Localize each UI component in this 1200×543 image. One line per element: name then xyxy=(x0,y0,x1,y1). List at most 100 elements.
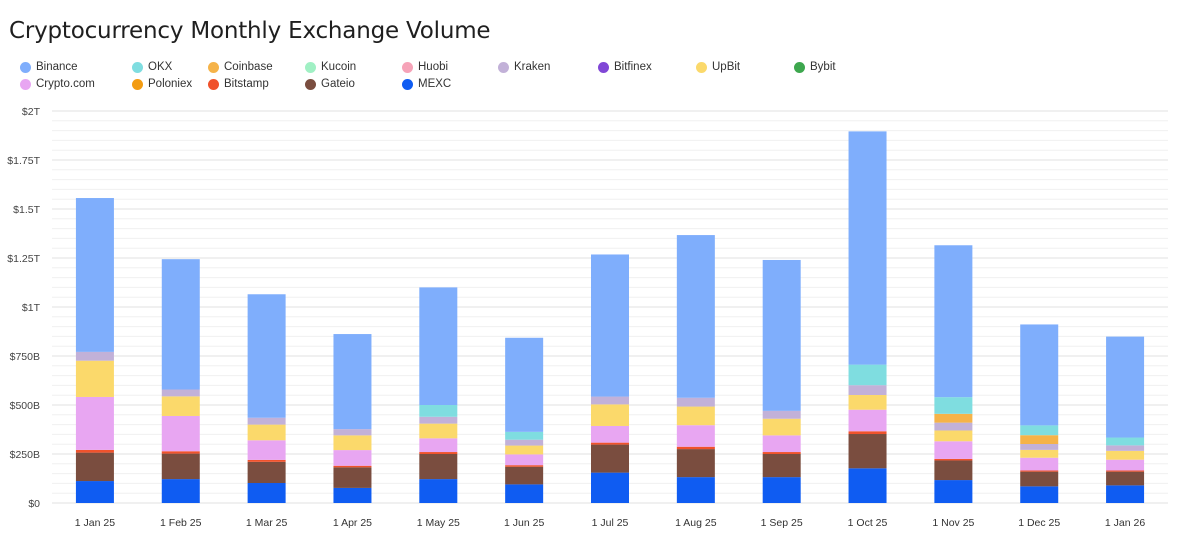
bar-segment-bitstamp[interactable] xyxy=(848,431,887,435)
bar-segment-crypto-com[interactable] xyxy=(161,415,200,452)
bar-segment-crypto-com[interactable] xyxy=(247,440,286,460)
bar-segment-kraken[interactable] xyxy=(161,389,200,397)
bar-segment-coinbase[interactable] xyxy=(934,413,973,423)
bar-segment-mexc[interactable] xyxy=(1106,485,1145,503)
bar-segment-gateio[interactable] xyxy=(75,452,114,482)
bar-segment-upbit[interactable] xyxy=(934,430,973,442)
bar-segment-bitstamp[interactable] xyxy=(75,449,114,453)
bar-segment-crypto-com[interactable] xyxy=(676,425,715,447)
bar-segment-bitstamp[interactable] xyxy=(934,458,973,461)
bar-segment-upbit[interactable] xyxy=(161,396,200,416)
bar-segment-okx[interactable] xyxy=(934,397,973,414)
bar-segment-crypto-com[interactable] xyxy=(591,425,629,443)
bar-segment-kraken[interactable] xyxy=(247,417,286,425)
bar-segment-kraken[interactable] xyxy=(1106,445,1145,451)
legend-item-huobi[interactable]: Huobi xyxy=(402,61,448,73)
legend-item-binance[interactable]: Binance xyxy=(20,61,78,73)
bar-segment-crypto-com[interactable] xyxy=(1020,457,1059,471)
bar-segment-upbit[interactable] xyxy=(762,418,801,436)
bar-segment-gateio[interactable] xyxy=(848,434,887,469)
bar-segment-upbit[interactable] xyxy=(75,360,114,397)
bar-segment-bitstamp[interactable] xyxy=(161,451,200,454)
bar-segment-okx[interactable] xyxy=(419,405,458,417)
bar-segment-binance[interactable] xyxy=(333,334,372,430)
bar-segment-mexc[interactable] xyxy=(762,477,801,503)
bar-segment-kraken[interactable] xyxy=(676,397,715,407)
bar-segment-gateio[interactable] xyxy=(934,460,973,481)
bar-segment-binance[interactable] xyxy=(505,337,544,432)
bar-segment-kraken[interactable] xyxy=(762,410,801,419)
bar-segment-bitstamp[interactable] xyxy=(1106,470,1145,472)
bar-segment-binance[interactable] xyxy=(161,259,200,390)
bar-segment-kraken[interactable] xyxy=(419,416,458,424)
bar-segment-crypto-com[interactable] xyxy=(1106,459,1145,471)
bar-segment-mexc[interactable] xyxy=(1020,486,1059,503)
bar-segment-mexc[interactable] xyxy=(419,479,458,503)
bar-segment-okx[interactable] xyxy=(848,364,887,386)
bar-segment-crypto-com[interactable] xyxy=(419,438,458,453)
bar-segment-upbit[interactable] xyxy=(848,395,887,410)
legend-item-kraken[interactable]: Kraken xyxy=(498,61,550,73)
legend-item-crypto-com[interactable]: Crypto.com xyxy=(20,78,95,90)
bar-segment-crypto-com[interactable] xyxy=(75,396,114,450)
bar-segment-upbit[interactable] xyxy=(676,406,715,426)
legend-item-mexc[interactable]: MEXC xyxy=(402,78,451,90)
bar-segment-crypto-com[interactable] xyxy=(934,441,973,459)
bar-segment-bitstamp[interactable] xyxy=(505,465,544,467)
bar-segment-binance[interactable] xyxy=(591,254,629,397)
bar-segment-gateio[interactable] xyxy=(1020,471,1059,487)
bar-segment-mexc[interactable] xyxy=(247,483,286,503)
bar-segment-gateio[interactable] xyxy=(247,461,286,484)
bar-segment-binance[interactable] xyxy=(247,294,286,418)
bar-segment-kraken[interactable] xyxy=(75,351,114,361)
legend-item-okx[interactable]: OKX xyxy=(132,61,172,73)
bar-segment-gateio[interactable] xyxy=(419,454,458,480)
bar-segment-okx[interactable] xyxy=(505,431,544,440)
legend-item-upbit[interactable]: UpBit xyxy=(696,61,740,73)
bar-segment-mexc[interactable] xyxy=(75,481,114,503)
legend-item-poloniex[interactable]: Poloniex xyxy=(132,78,192,90)
bar-segment-binance[interactable] xyxy=(762,259,801,411)
bar-segment-binance[interactable] xyxy=(1020,324,1059,426)
bar-segment-mexc[interactable] xyxy=(676,477,715,503)
bar-segment-mexc[interactable] xyxy=(934,480,973,503)
bar-segment-kraken[interactable] xyxy=(591,396,629,405)
bar-segment-upbit[interactable] xyxy=(1020,449,1059,458)
bar-segment-kraken[interactable] xyxy=(1020,444,1059,450)
legend-item-bybit[interactable]: Bybit xyxy=(794,61,836,73)
bar-segment-kraken[interactable] xyxy=(934,422,973,431)
bar-segment-gateio[interactable] xyxy=(762,454,801,478)
bar-segment-binance[interactable] xyxy=(676,235,715,398)
bar-segment-bitstamp[interactable] xyxy=(762,452,801,454)
bar-segment-mexc[interactable] xyxy=(848,468,887,503)
bar-segment-gateio[interactable] xyxy=(505,466,544,485)
bar-segment-mexc[interactable] xyxy=(591,472,629,503)
bar-segment-okx[interactable] xyxy=(1020,425,1059,436)
bar-segment-binance[interactable] xyxy=(75,198,114,352)
bar-segment-bitstamp[interactable] xyxy=(1020,470,1059,472)
legend-item-bitfinex[interactable]: Bitfinex xyxy=(598,61,652,73)
bar-segment-binance[interactable] xyxy=(934,245,973,398)
bar-segment-mexc[interactable] xyxy=(505,484,544,503)
legend-item-gateio[interactable]: Gateio xyxy=(305,78,355,90)
bar-segment-bitstamp[interactable] xyxy=(591,442,629,445)
legend-item-coinbase[interactable]: Coinbase xyxy=(208,61,273,73)
bar-segment-upbit[interactable] xyxy=(1106,450,1145,460)
legend-item-bitstamp[interactable]: Bitstamp xyxy=(208,78,269,90)
bar-segment-mexc[interactable] xyxy=(333,487,372,503)
bar-segment-upbit[interactable] xyxy=(505,445,544,455)
legend-item-kucoin[interactable]: Kucoin xyxy=(305,61,356,73)
bar-segment-binance[interactable] xyxy=(848,131,887,365)
bar-segment-binance[interactable] xyxy=(419,287,458,405)
bar-segment-bitstamp[interactable] xyxy=(676,446,715,450)
bar-segment-bitstamp[interactable] xyxy=(333,465,372,468)
bar-segment-crypto-com[interactable] xyxy=(848,409,887,432)
bar-segment-gateio[interactable] xyxy=(591,444,629,473)
bar-segment-coinbase[interactable] xyxy=(1020,435,1059,445)
bar-segment-kraken[interactable] xyxy=(848,385,887,396)
bar-segment-kraken[interactable] xyxy=(505,439,544,446)
bar-segment-okx[interactable] xyxy=(1106,437,1145,446)
bar-segment-upbit[interactable] xyxy=(591,404,629,426)
bar-segment-gateio[interactable] xyxy=(333,467,372,488)
bar-segment-gateio[interactable] xyxy=(676,449,715,478)
